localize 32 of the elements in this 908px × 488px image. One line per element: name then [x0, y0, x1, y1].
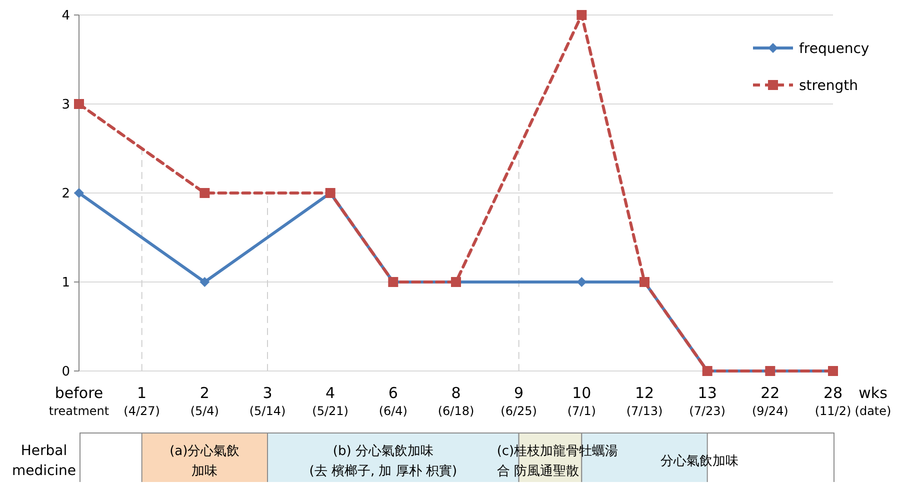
x-tick-label: 13 (7/23): [689, 384, 726, 418]
y-tick-label: 2: [62, 186, 70, 202]
point: [576, 277, 587, 287]
x-tick-label: 22 (9/24): [752, 384, 788, 418]
y-tick-label: 3: [62, 98, 70, 113]
x-tick-label: 9 (6/25): [500, 384, 537, 418]
point: [200, 188, 210, 198]
x-tick-label: 3 (5/14): [249, 384, 286, 418]
y-tick-label: 1: [62, 276, 70, 291]
point: [74, 99, 84, 109]
legend-label: frequency: [799, 40, 870, 57]
text: (c)桂枝加龍骨牡蠣湯合 防風通聖散: [496, 444, 618, 479]
x-tick-label: before treatment: [48, 384, 110, 418]
x-tick-label: 8 (6/18): [438, 384, 474, 418]
x-tick-label: 2 (5/4): [190, 384, 220, 418]
x-tick-label: 4 (5/21): [312, 384, 348, 418]
x-tick-label: 28 (11/2): [814, 384, 852, 418]
legend-label: strength: [799, 78, 858, 94]
x-tick-label: 10 (7/1): [567, 384, 596, 418]
x-tick-label: 1 (4/27): [124, 384, 160, 418]
y-tick-label: 0: [62, 364, 70, 380]
point: [200, 277, 210, 287]
text: Herbal medicine: [12, 443, 76, 479]
text: (b) 分心氣飲加味(去 檳榔子, 加 厚朴 枳實): [309, 443, 458, 479]
point: [576, 10, 587, 20]
x-axis-title: wks (date): [854, 384, 892, 418]
text: (a)分心氣飲加味: [170, 443, 240, 479]
text: 分心氣飲加味: [660, 453, 738, 469]
x-tick-label: 12 (7/13): [626, 384, 663, 418]
point: [74, 188, 84, 198]
y-tick-label: 4: [62, 8, 70, 24]
x-tick-label: 6 (6/4): [378, 384, 408, 418]
